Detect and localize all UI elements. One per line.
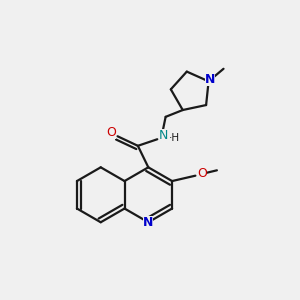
- Text: O: O: [106, 126, 116, 139]
- Text: N: N: [159, 129, 169, 142]
- Text: N: N: [143, 216, 154, 229]
- Text: O: O: [197, 167, 207, 180]
- Text: ·H: ·H: [169, 133, 180, 143]
- Text: N: N: [205, 73, 215, 86]
